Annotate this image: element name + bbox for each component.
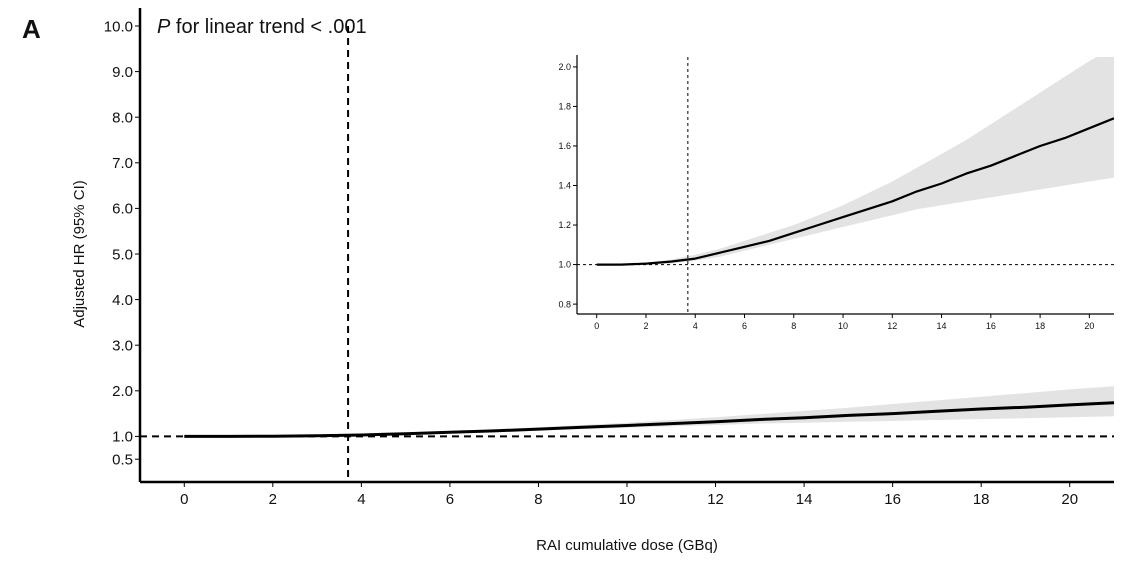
inset-y-tick-label: 1.4: [558, 181, 571, 191]
inset-x-tick-label: 10: [838, 321, 848, 331]
inset-x-tick-label: 6: [742, 321, 747, 331]
main-ci-band: [184, 386, 1114, 437]
main-x-tick-label: 20: [1061, 491, 1078, 508]
main-x-tick-label: 0: [180, 491, 188, 508]
inset-ci-band: [596, 57, 1114, 265]
inset-x-tick-label: 16: [986, 321, 996, 331]
trend-annotation-text: for linear trend < .001: [170, 16, 366, 38]
inset-x-tick-label: 18: [1035, 321, 1045, 331]
main-y-tick-label: 1.0: [112, 429, 133, 446]
trend-annotation-p: P: [157, 16, 171, 38]
inset-x-tick-label: 20: [1084, 321, 1094, 331]
main-x-axis-label: RAI cumulative dose (GBq): [536, 537, 718, 554]
main-x-tick-label: 4: [357, 491, 365, 508]
main-x-tick-label: 6: [446, 491, 454, 508]
panel-label: A: [22, 14, 41, 44]
inset-y-tick-label: 1.8: [558, 102, 571, 112]
main-y-tick-label: 6.0: [112, 201, 133, 218]
inset-y-tick-label: 0.8: [558, 299, 571, 309]
inset-hr-line: [596, 117, 1114, 266]
main-y-tick-label: 9.0: [112, 64, 133, 81]
inset-x-tick-label: 8: [791, 321, 796, 331]
main-hr-line: [184, 401, 1114, 438]
trend-annotation: P for linear trend < .001: [157, 16, 367, 38]
inset-y-tick-label: 2.0: [558, 62, 571, 72]
main-y-tick-label: 8.0: [112, 109, 133, 126]
main-y-tick-label: 0.5: [112, 451, 133, 468]
inset-y-tick-label: 1.6: [558, 141, 571, 151]
inset-y-tick-label: 1.2: [558, 220, 571, 230]
main-y-tick-label: 3.0: [112, 337, 133, 354]
inset-x-tick-label: 4: [693, 321, 698, 331]
inset-plot: 0 2 4 6 8 10 12 14 16 18 20 0.8 1.0 1.2 1.4 1.6 1.8 2.0: [558, 55, 1114, 331]
main-x-tick-label: 2: [269, 491, 277, 508]
main-x-tick-label: 14: [796, 491, 813, 508]
inset-x-tick-label: 12: [887, 321, 897, 331]
main-x-tick-label: 10: [619, 491, 636, 508]
inset-x-tick-label: 0: [594, 321, 599, 331]
main-y-axis-label: Adjusted HR (95% CI): [71, 180, 88, 328]
main-y-tick-label: 5.0: [112, 246, 133, 263]
main-x-tick-label: 16: [884, 491, 901, 508]
main-plot: 0 2 4 6 8 10 12 14 16 18 200.51.02.03.04.05.06.07.…: [71, 8, 1114, 554]
main-x-tick-label: 18: [973, 491, 990, 508]
main-y-tick-label: 10.0: [104, 18, 133, 35]
inset-y-tick-label: 1.0: [558, 260, 571, 270]
inset-x-tick-label: 2: [643, 321, 648, 331]
main-y-tick-label: 7.0: [112, 155, 133, 172]
main-y-tick-label: 2.0: [112, 383, 133, 400]
main-x-tick-label: 8: [534, 491, 542, 508]
inset-x-tick-label: 14: [937, 321, 947, 331]
main-x-tick-label: 12: [707, 491, 724, 508]
main-y-tick-label: 4.0: [112, 292, 133, 309]
